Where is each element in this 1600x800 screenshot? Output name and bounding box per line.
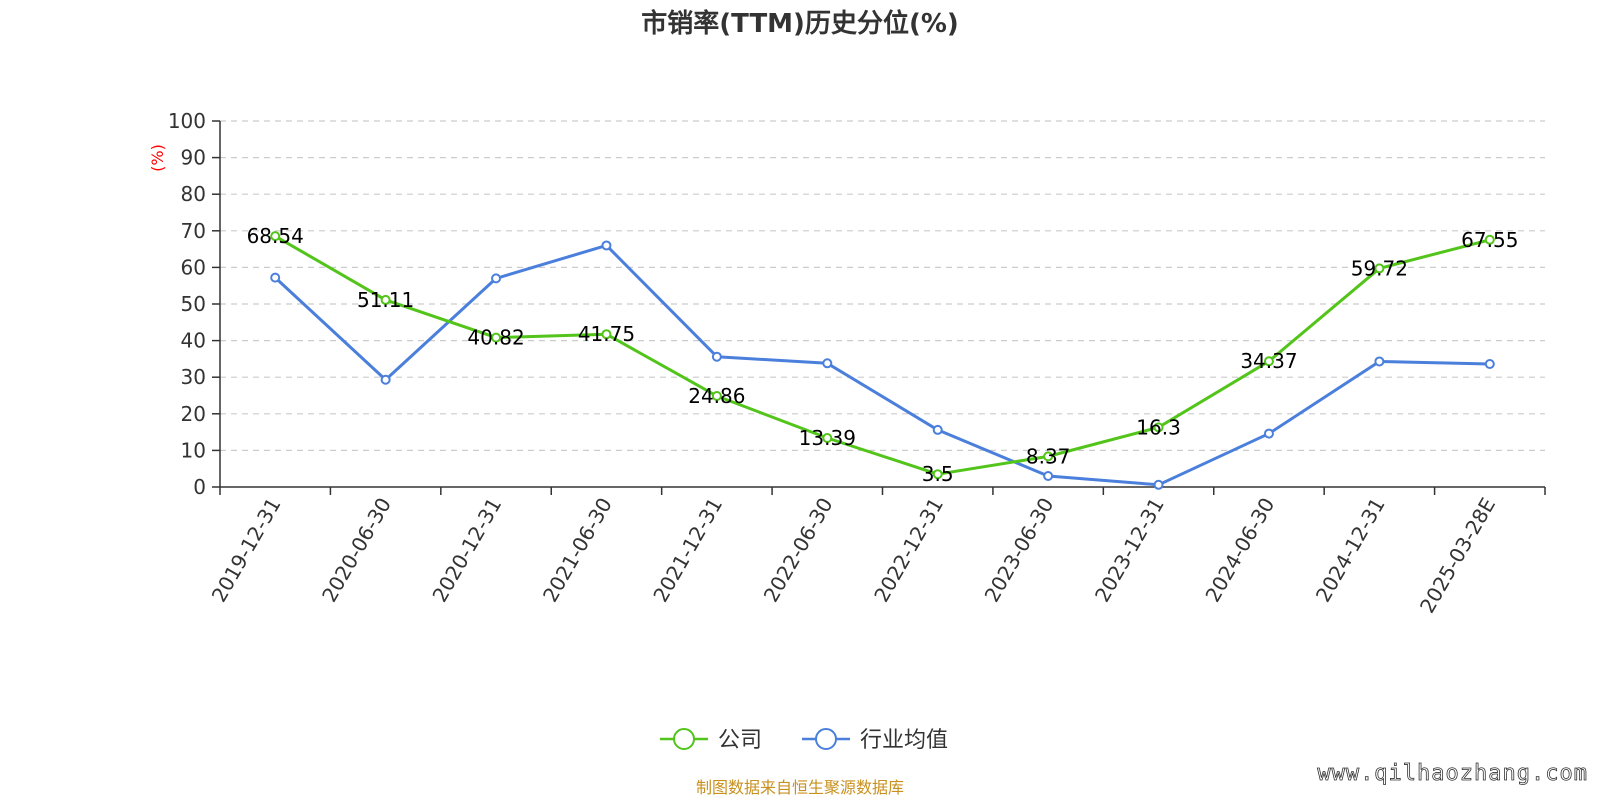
data-label: 34.37 [1240, 349, 1297, 373]
x-tick-label: 2020-06-30 [317, 494, 396, 607]
data-label: 24.86 [688, 384, 745, 408]
x-tick-label: 2025-03-28E [1415, 494, 1500, 618]
grid-layer [220, 120, 1545, 451]
x-tick-label: 2021-12-31 [648, 494, 727, 607]
data-point [601, 329, 612, 340]
y-tick-label: 10 [181, 438, 206, 462]
data-point [380, 374, 391, 385]
x-tick-label: 2023-06-30 [980, 494, 1059, 607]
source-note: 制图数据来自恒生聚源数据库 [696, 778, 904, 797]
x-tick-label: 2024-06-30 [1200, 494, 1279, 607]
legend-marker [673, 728, 695, 750]
x-tick-label: 2022-12-31 [869, 493, 948, 606]
y-tick-label: 30 [181, 365, 206, 389]
y-tick-label: 0 [193, 475, 206, 499]
data-point [1153, 422, 1164, 433]
data-point [711, 351, 722, 362]
data-point [380, 294, 391, 305]
y-tick-label: 90 [181, 146, 206, 170]
data-label: 8.37 [1026, 444, 1071, 468]
series-layer [270, 231, 1495, 490]
y-tick-label: 80 [181, 182, 206, 206]
data-label: 51.11 [357, 288, 414, 312]
legend: 公司 行业均值 [660, 728, 948, 753]
chart-title: 市销率(TTM)历史分位(%) [641, 8, 959, 39]
data-point [711, 391, 722, 402]
x-tick-label: 2021-06-30 [538, 494, 617, 607]
x-tick-label: 2020-12-31 [427, 493, 506, 606]
data-point [1484, 234, 1495, 245]
data-point [1153, 479, 1164, 490]
y-tick-label: 50 [181, 292, 206, 316]
data-label: 68.54 [247, 224, 304, 248]
y-tick-label: 60 [181, 255, 206, 279]
y-tick-label: 40 [181, 329, 206, 353]
x-tick-label: 2024-12-31 [1311, 494, 1390, 607]
legend-label: 行业均值 [860, 728, 948, 753]
legend-label: 公司 [718, 728, 762, 753]
data-label: 59.72 [1351, 256, 1408, 280]
data-point [822, 358, 833, 369]
data-point [270, 272, 281, 283]
x-tick-label: 2022-06-30 [759, 494, 838, 607]
data-point [1374, 263, 1385, 274]
x-tick-label: 2023-12-31 [1090, 494, 1169, 607]
data-point [491, 273, 502, 284]
data-label: 40.82 [467, 326, 524, 350]
data-point [932, 424, 943, 435]
legend-marker [815, 728, 837, 750]
y-tick-label: 70 [181, 219, 206, 243]
data-point [491, 332, 502, 343]
y-axis-unit-label: (%) [148, 144, 167, 172]
y-tick-label: 100 [168, 109, 206, 133]
data-point [1043, 471, 1054, 482]
data-label: 13.39 [799, 426, 856, 450]
axis-layer: 0 10 20 30 40 50 60 70 80 90 100 2019-12-31 2020-06-… [168, 109, 1546, 618]
series-line [273, 243, 1492, 487]
data-label: 3.5 [922, 462, 954, 486]
series-line [273, 234, 1492, 476]
data-label-layer: 68.54 51.11 40.82 41.75 24.86 13.39 3.5 8.37 16.… [247, 224, 1519, 486]
data-point [270, 231, 281, 242]
data-point [1263, 356, 1274, 367]
data-point [601, 240, 612, 251]
data-point [1374, 356, 1385, 367]
data-point [1484, 359, 1495, 370]
data-label: 16.3 [1136, 415, 1181, 439]
data-point [1263, 428, 1274, 439]
watermark: www.qilhaozhang.com [1317, 761, 1588, 786]
data-point [1043, 451, 1054, 462]
data-point [822, 432, 833, 443]
data-label: 41.75 [578, 322, 635, 346]
data-point [932, 469, 943, 480]
y-tick-label: 20 [181, 402, 206, 426]
data-label: 67.55 [1461, 228, 1518, 252]
x-tick-label: 2019-12-31 [207, 494, 286, 607]
